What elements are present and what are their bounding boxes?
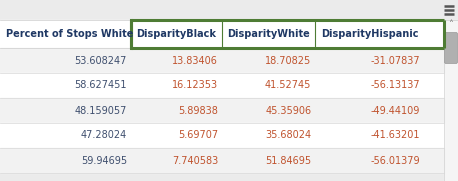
Text: -49.44109: -49.44109 <box>371 106 420 115</box>
Text: -31.07837: -31.07837 <box>371 56 420 66</box>
Bar <box>0 0 458 20</box>
Text: -56.13137: -56.13137 <box>371 81 420 90</box>
Text: 16.12353: 16.12353 <box>172 81 218 90</box>
Text: 5.89838: 5.89838 <box>178 106 218 115</box>
Text: Percent of Stops White: Percent of Stops White <box>6 29 133 39</box>
Text: 59.94695: 59.94695 <box>81 155 127 165</box>
Text: 53.608247: 53.608247 <box>75 56 127 66</box>
Text: 51.84695: 51.84695 <box>265 155 311 165</box>
FancyBboxPatch shape <box>445 33 458 64</box>
Text: DisparityHispanic: DisparityHispanic <box>321 29 418 39</box>
Bar <box>0 48 444 73</box>
Text: 35.68024: 35.68024 <box>265 131 311 140</box>
Text: DisparityWhite: DisparityWhite <box>227 29 310 39</box>
Text: 7.740583: 7.740583 <box>172 155 218 165</box>
Text: 18.70825: 18.70825 <box>265 56 311 66</box>
Text: -41.63201: -41.63201 <box>371 131 420 140</box>
Text: 58.627451: 58.627451 <box>75 81 127 90</box>
Text: -56.01379: -56.01379 <box>371 155 420 165</box>
Text: 13.83406: 13.83406 <box>172 56 218 66</box>
Text: 5.69707: 5.69707 <box>178 131 218 140</box>
Text: 45.35906: 45.35906 <box>265 106 311 115</box>
Text: 48.159057: 48.159057 <box>75 106 127 115</box>
Bar <box>0 98 444 123</box>
Bar <box>444 20 458 181</box>
Text: DisparityBlack: DisparityBlack <box>136 29 217 39</box>
Bar <box>0 123 444 148</box>
Text: ˄: ˄ <box>448 20 453 30</box>
Text: 41.52745: 41.52745 <box>265 81 311 90</box>
Bar <box>0 20 444 48</box>
Bar <box>0 148 444 173</box>
Text: 47.28024: 47.28024 <box>81 131 127 140</box>
Bar <box>0 73 444 98</box>
